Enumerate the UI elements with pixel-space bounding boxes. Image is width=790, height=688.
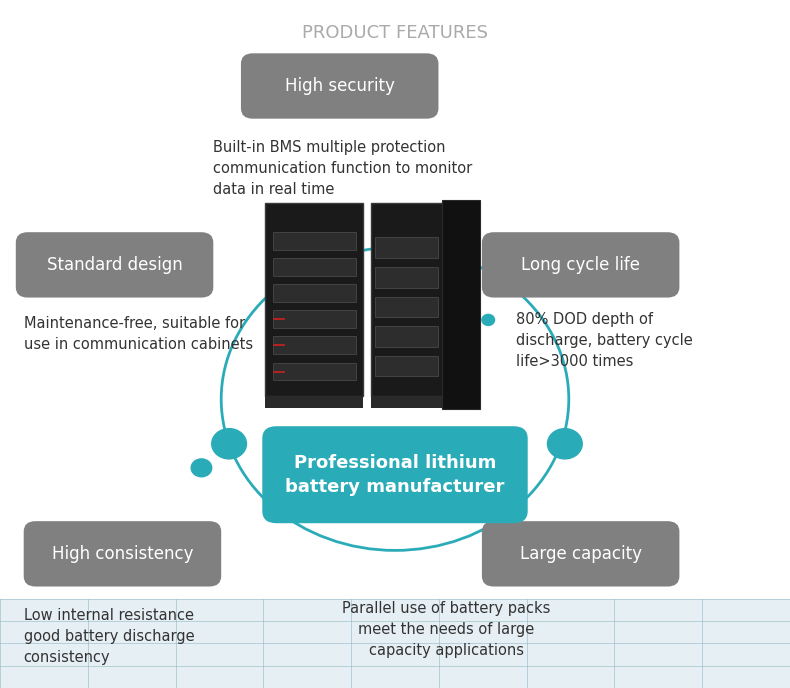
Circle shape (482, 314, 495, 325)
FancyBboxPatch shape (273, 258, 356, 276)
FancyBboxPatch shape (24, 522, 221, 586)
Text: 80% DOD depth of
discharge, battery cycle
life>3000 times: 80% DOD depth of discharge, battery cycl… (516, 312, 693, 369)
FancyBboxPatch shape (262, 427, 528, 524)
FancyBboxPatch shape (241, 54, 438, 119)
Text: Standard design: Standard design (47, 256, 182, 274)
Text: High consistency: High consistency (51, 545, 194, 563)
FancyBboxPatch shape (442, 200, 480, 409)
Text: Large capacity: Large capacity (520, 545, 641, 563)
Text: Low internal resistance
good battery discharge
consistency: Low internal resistance good battery dis… (24, 608, 194, 665)
FancyBboxPatch shape (375, 356, 438, 376)
FancyBboxPatch shape (265, 396, 363, 408)
Circle shape (191, 459, 212, 477)
FancyBboxPatch shape (375, 267, 438, 288)
Text: High security: High security (284, 77, 395, 95)
Text: Professional lithium
battery manufacturer: Professional lithium battery manufacture… (285, 454, 505, 495)
Circle shape (547, 429, 582, 459)
FancyBboxPatch shape (482, 522, 679, 586)
Circle shape (212, 429, 246, 459)
Text: Long cycle life: Long cycle life (521, 256, 640, 274)
FancyBboxPatch shape (265, 203, 363, 396)
FancyBboxPatch shape (273, 232, 356, 250)
Text: Maintenance-free, suitable for
use in communication cabinets: Maintenance-free, suitable for use in co… (24, 316, 253, 352)
Text: Built-in BMS multiple protection
communication function to monitor
data in real : Built-in BMS multiple protection communi… (213, 140, 472, 197)
FancyBboxPatch shape (371, 203, 470, 396)
Text: Parallel use of battery packs
meet the needs of large
capacity applications: Parallel use of battery packs meet the n… (342, 601, 551, 658)
FancyBboxPatch shape (16, 233, 213, 298)
Bar (0, 599, 790, 688)
FancyBboxPatch shape (482, 233, 679, 298)
FancyBboxPatch shape (371, 396, 470, 408)
FancyBboxPatch shape (375, 326, 438, 347)
Text: PRODUCT FEATURES: PRODUCT FEATURES (302, 24, 488, 42)
FancyBboxPatch shape (273, 363, 356, 380)
FancyBboxPatch shape (273, 284, 356, 302)
FancyBboxPatch shape (375, 237, 438, 258)
FancyBboxPatch shape (273, 310, 356, 328)
FancyBboxPatch shape (273, 336, 356, 354)
FancyBboxPatch shape (375, 297, 438, 317)
